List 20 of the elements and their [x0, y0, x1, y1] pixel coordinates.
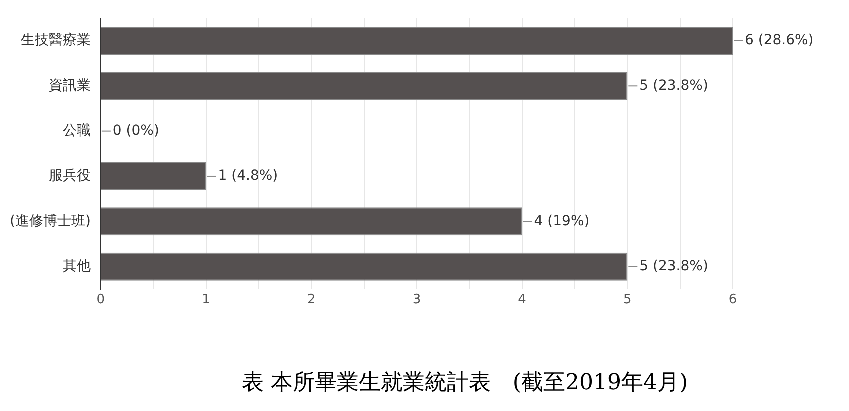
x-tick-label: 3	[412, 292, 422, 308]
text: 表 本所畢業生就業統計表 (截至2019年4月)	[242, 370, 688, 396]
data-label: 6 (28.6%)	[745, 32, 814, 49]
data-label: 4 (19%)	[534, 213, 590, 230]
x-tick-label: 0	[96, 292, 106, 308]
y-tick-label: 其他	[62, 258, 91, 274]
data-label: 5 (23.8%)	[640, 78, 708, 94]
data-label: 5 (23.8%)	[640, 258, 708, 274]
y-tick-label: 公職	[62, 122, 91, 139]
x-tick-label: 5	[624, 292, 632, 308]
data-label: 0 (0%)	[112, 122, 160, 139]
y-tick-label: 服兵役	[48, 168, 91, 184]
x-tick-label: 2	[307, 292, 316, 308]
x-tick-label: 4	[518, 292, 526, 308]
data-label: 1 (4.8%)	[218, 168, 278, 184]
y-tick-label: (進修博士班)	[10, 213, 91, 230]
x-tick-label: 6	[728, 292, 738, 308]
x-tick-label: 1	[202, 292, 210, 308]
y-tick-label: 資訊業	[48, 78, 91, 94]
y-tick-label: 生技醫療業	[20, 32, 91, 49]
